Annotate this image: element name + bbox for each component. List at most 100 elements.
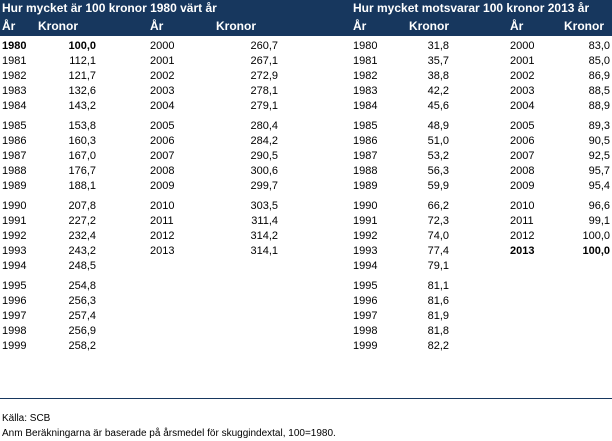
table-row: 2003 88,5 (508, 84, 612, 99)
year-cell: 2010 (510, 200, 535, 212)
kronor-cell: 227,2 (68, 215, 96, 227)
table-row: 2013 100,0 (508, 244, 612, 259)
year-cell: 2001 (150, 55, 175, 67)
kronor-cell: 121,7 (68, 70, 96, 82)
year-cell: 1999 (2, 340, 27, 352)
year-cell: 1996 (353, 295, 378, 307)
year-cell: 2002 (510, 70, 535, 82)
kronor-cell: 81,1 (427, 280, 449, 292)
kronor-cell: 290,5 (250, 150, 278, 162)
year-cell: 1991 (2, 215, 27, 227)
table-row: 2001 267,1 (148, 54, 348, 69)
kronor-cell: 77,4 (427, 245, 449, 257)
col-header-kronor: Kronor (409, 19, 449, 33)
kronor-cell: 38,8 (427, 70, 449, 82)
kronor-cell: 300,6 (250, 165, 278, 177)
kronor-cell: 100,0 (582, 245, 610, 257)
year-cell: 1983 (2, 85, 27, 97)
kronor-cell: 35,7 (427, 55, 449, 67)
kronor-cell: 96,6 (588, 200, 610, 212)
table-row: 1997 81,9 (351, 309, 501, 324)
row-group: 1985 48,9 1986 51,0 1987 53,2 1988 56,3 1989 59,9 (351, 119, 501, 194)
table-row: 2010 303,5 (148, 199, 348, 214)
year-cell: 1989 (2, 180, 27, 192)
table-row: 1996 81,6 (351, 294, 501, 309)
kronor-cell: 85,0 (588, 55, 610, 67)
column-group: 2000 260,7 2001 267,1 2002 272,9 2003 278,1 2004… (148, 39, 348, 259)
year-cell: 2005 (150, 120, 175, 132)
year-cell: 1986 (353, 135, 378, 147)
year-cell: 1998 (353, 325, 378, 337)
table-row: 1998 81,8 (351, 324, 501, 339)
table-row: 2011 99,1 (508, 214, 612, 229)
kronor-cell: 45,6 (427, 100, 449, 112)
year-cell: 2012 (150, 230, 175, 242)
table-row: 1984 45,6 (351, 99, 501, 114)
kronor-cell: 86,9 (588, 70, 610, 82)
year-cell: 2002 (150, 70, 175, 82)
year-cell: 1999 (353, 340, 378, 352)
kronor-cell: 72,3 (427, 215, 449, 227)
row-group: 1990 207,8 1991 227,2 1992 232,4 1993 243,2 1994… (0, 199, 200, 274)
table-row: 2007 92,5 (508, 149, 612, 164)
kronor-cell: 74,0 (427, 230, 449, 242)
year-cell: 1983 (353, 85, 378, 97)
table-row: 2008 95,7 (508, 164, 612, 179)
year-cell: 1992 (2, 230, 27, 242)
year-cell: 1980 (2, 40, 27, 52)
kronor-cell: 267,1 (250, 55, 278, 67)
row-group: 2000 260,7 2001 267,1 2002 272,9 2003 278,1 2004… (148, 39, 348, 114)
table-row: 1995 81,1 (351, 279, 501, 294)
remark-note: Anm Beräkningarna är baserade på årsmede… (2, 428, 336, 439)
col-header-kronor: Kronor (38, 19, 78, 33)
kronor-cell: 31,8 (427, 40, 449, 52)
year-cell: 2001 (510, 55, 535, 67)
table-row: 2012 100,0 (508, 229, 612, 244)
year-cell: 2011 (150, 215, 174, 227)
table-row: 2010 96,6 (508, 199, 612, 214)
table-row: 1987 53,2 (351, 149, 501, 164)
table-row: 1984 143,2 (0, 99, 200, 114)
table-row: 1987 167,0 (0, 149, 200, 164)
year-cell: 2008 (150, 165, 175, 177)
table-row: 2008 300,6 (148, 164, 348, 179)
table-row: 2006 284,2 (148, 134, 348, 149)
year-cell: 1994 (2, 260, 27, 272)
kronor-cell: 81,8 (427, 325, 449, 337)
year-cell: 1995 (353, 280, 378, 292)
kronor-cell: 176,7 (68, 165, 96, 177)
table-row: 1997 257,4 (0, 309, 200, 324)
table-row: 2007 290,5 (148, 149, 348, 164)
kronor-cell: 92,5 (588, 150, 610, 162)
row-group: 1995 254,8 1996 256,3 1997 257,4 1998 256,9 1999… (0, 279, 200, 354)
kronor-cell: 112,1 (69, 55, 96, 67)
table-row: 1990 66,2 (351, 199, 501, 214)
year-cell: 1998 (2, 325, 27, 337)
year-cell: 2004 (150, 100, 175, 112)
year-cell: 1986 (2, 135, 27, 147)
kronor-cell: 207,8 (68, 200, 96, 212)
kronor-cell: 314,1 (250, 245, 278, 257)
table-inflation-1980: Hur mycket är 100 kronor 1980 värt år År… (0, 0, 351, 352)
kronor-cell: 143,2 (68, 100, 96, 112)
table-row: 1996 256,3 (0, 294, 200, 309)
kronor-cell: 89,3 (588, 120, 610, 132)
year-cell: 1984 (353, 100, 378, 112)
row-group: 1980 31,8 1981 35,7 1982 38,8 1983 42,2 1984 45,6 (351, 39, 501, 114)
kronor-cell: 66,2 (427, 200, 449, 212)
kronor-cell: 314,2 (250, 230, 278, 242)
kronor-cell: 132,6 (68, 85, 96, 97)
table-row: 2006 90,5 (508, 134, 612, 149)
table-row: 2003 278,1 (148, 84, 348, 99)
year-cell: 1987 (2, 150, 27, 162)
table-row: 1982 121,7 (0, 69, 200, 84)
year-cell: 2004 (510, 100, 535, 112)
row-group: 1990 66,2 1991 72,3 1992 74,0 1993 77,4 1994 79,1 (351, 199, 501, 274)
year-cell: 2003 (510, 85, 535, 97)
table-row: 2005 280,4 (148, 119, 348, 134)
row-group: 2005 89,3 2006 90,5 2007 92,5 2008 95,7 2009 95,4 (508, 119, 612, 194)
year-cell: 2008 (510, 165, 535, 177)
table-row: 1999 258,2 (0, 339, 200, 354)
row-group: 1995 81,1 1996 81,6 1997 81,9 1998 81,8 1999 82,2 (351, 279, 501, 354)
table-row: 1994 248,5 (0, 259, 200, 274)
